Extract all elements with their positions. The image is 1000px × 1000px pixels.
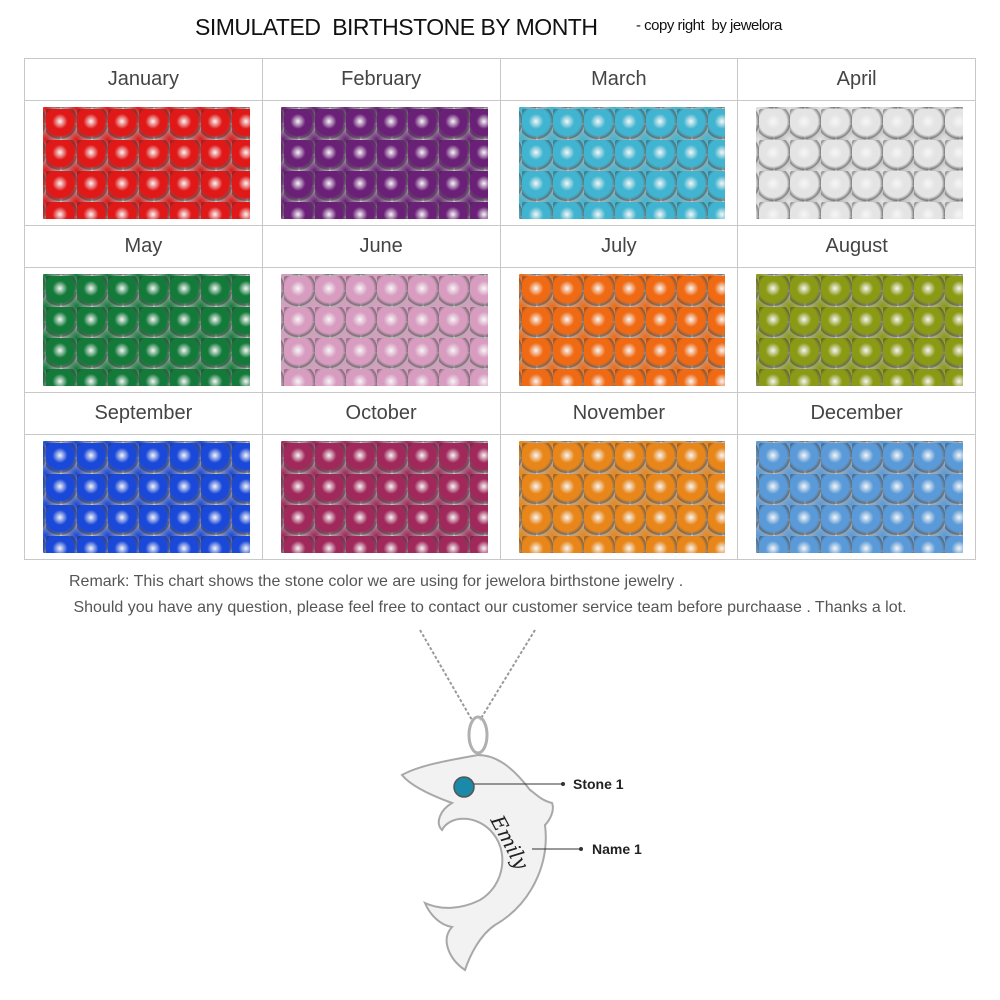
chart-title: SIMULATED BIRTHSTONE BY MONTH — [195, 14, 598, 40]
name-pointer-dot — [579, 847, 583, 851]
stone-image-row — [24, 267, 976, 393]
stone-swatch-august — [756, 273, 963, 386]
birthstone-grid: January February March April May June July Augu… — [24, 58, 976, 560]
stone-swatch-september — [43, 440, 250, 553]
stone-cell — [24, 434, 263, 560]
stone-1 — [453, 776, 475, 798]
stone-cell — [499, 100, 739, 226]
stone-cell — [261, 434, 501, 560]
stone-label: Stone 1 — [573, 776, 624, 792]
stone-cell — [499, 267, 739, 393]
stone-cell — [261, 100, 501, 226]
stone-swatch-april — [756, 106, 963, 219]
bail — [467, 715, 489, 755]
stone-cell — [737, 434, 976, 560]
stone-pointer-dot — [561, 782, 565, 786]
stone-swatch-november — [518, 440, 726, 553]
stone-swatch-february — [280, 106, 488, 219]
stone-cell — [24, 100, 263, 226]
remark-line-1: Remark: This chart shows the stone color… — [69, 573, 684, 590]
stone-swatch-january — [43, 106, 250, 219]
copyright-note: - copy right by jewelora — [636, 17, 782, 34]
stone-image-row — [24, 434, 976, 560]
stone-cell — [261, 267, 501, 393]
stone-cell — [499, 434, 739, 560]
stone-cell — [737, 100, 976, 226]
month-label-june: June — [261, 225, 501, 268]
month-label-july: July — [499, 225, 739, 268]
month-label-may: May — [24, 225, 263, 268]
month-header-row: September October November December — [24, 392, 976, 435]
stone-swatch-july — [518, 273, 726, 386]
dolphin-necklace-image: Emily — [400, 629, 583, 972]
stone-swatch-december — [756, 440, 963, 553]
month-label-january: January — [24, 58, 263, 101]
stone-swatch-october — [280, 440, 488, 553]
stone-swatch-june — [280, 273, 488, 386]
name-label: Name 1 — [592, 841, 642, 857]
remark-line-2: Should you have any question, please fee… — [69, 599, 907, 616]
stone-cell — [737, 267, 976, 393]
stone-cell — [24, 267, 263, 393]
month-header-row: January February March April — [24, 58, 976, 101]
month-label-march: March — [499, 58, 739, 101]
month-label-august: August — [737, 225, 976, 268]
month-label-september: September — [24, 392, 263, 435]
stone-swatch-may — [43, 273, 250, 386]
month-label-november: November — [499, 392, 739, 435]
stone-swatch-march — [518, 106, 726, 219]
stone-image-row — [24, 100, 976, 226]
month-label-april: April — [737, 58, 976, 101]
chain — [419, 629, 536, 721]
dolphin-pendant — [400, 753, 554, 972]
month-label-february: February — [261, 58, 501, 101]
month-label-december: December — [737, 392, 976, 435]
month-header-row: May June July August — [24, 225, 976, 268]
month-label-october: October — [261, 392, 501, 435]
